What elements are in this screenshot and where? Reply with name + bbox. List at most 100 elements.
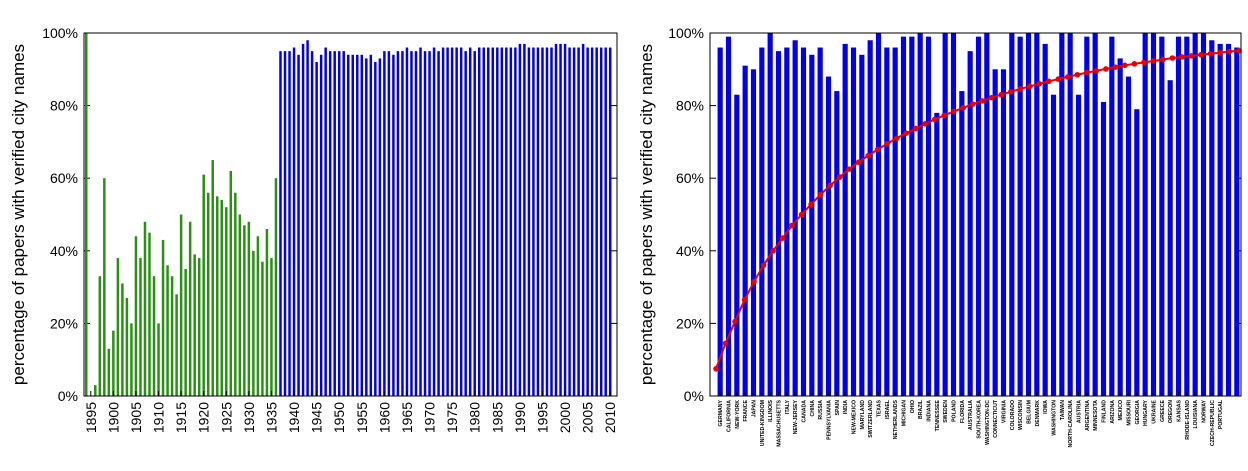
- category-label: TENNESSEE: [935, 399, 941, 431]
- bar: [265, 229, 269, 396]
- category-label: UNITED-KINGDOM: [760, 400, 766, 446]
- bar: [297, 54, 300, 396]
- category-label: KANSAS: [1177, 399, 1183, 421]
- category-label: ARGENTINA: [1085, 400, 1091, 431]
- bar: [514, 47, 517, 397]
- bar: [1167, 80, 1173, 396]
- bar: [1150, 33, 1157, 396]
- cumulative-point: [1065, 74, 1071, 80]
- bar: [166, 265, 169, 396]
- category-label: INDIANA: [927, 400, 933, 422]
- bar: [405, 47, 409, 397]
- bar: [581, 43, 585, 396]
- bar: [107, 348, 111, 396]
- cumulative-point: [1007, 89, 1014, 95]
- category-label: UKRAINE: [1152, 399, 1158, 423]
- cumulative-point: [969, 101, 976, 107]
- bar: [536, 47, 540, 397]
- bar: [884, 47, 890, 397]
- cumulative-point: [922, 120, 928, 127]
- bar: [792, 40, 798, 396]
- cumulative-point: [836, 174, 843, 180]
- bar: [842, 43, 848, 396]
- bar: [1025, 33, 1032, 396]
- x-tick-label: 1950: [331, 402, 347, 433]
- cumulative-point: [998, 91, 1005, 98]
- bar: [775, 51, 782, 397]
- cumulative-point: [1122, 62, 1128, 69]
- bar: [450, 47, 454, 397]
- bar: [717, 47, 723, 397]
- cumulative-point: [931, 116, 938, 123]
- bar: [378, 58, 382, 396]
- category-label: JAPAN: [752, 400, 758, 417]
- category-label: AUSTRIA: [1077, 400, 1083, 423]
- x-tick-label: 1900: [105, 402, 121, 433]
- bar: [283, 51, 287, 397]
- bar: [505, 47, 508, 397]
- bar: [337, 51, 341, 397]
- bar: [441, 47, 445, 397]
- bar: [1092, 33, 1098, 396]
- bar: [346, 54, 350, 396]
- bar: [306, 40, 309, 396]
- category-label: FLORIDA: [960, 400, 966, 423]
- category-label: AUSTRALIA: [968, 400, 974, 430]
- bar: [202, 174, 205, 396]
- category-label: MARYLAND: [860, 400, 866, 430]
- category-label: CZECH-REPUBLIC: [1210, 400, 1216, 446]
- y-tick-label: 0%: [58, 388, 78, 404]
- y-tick-label: 60%: [50, 170, 78, 186]
- cumulative-point: [1131, 61, 1138, 67]
- bar: [850, 47, 857, 397]
- x-tick-label: 1960: [376, 402, 392, 433]
- bar: [875, 33, 882, 396]
- x-tick-label: 1995: [534, 402, 550, 433]
- x-tick-label: 1895: [83, 402, 99, 433]
- bar: [809, 54, 815, 396]
- category-label: CHINA: [810, 400, 816, 417]
- bar: [532, 47, 535, 397]
- x-tick-label: 1980: [467, 402, 483, 433]
- x-tick-label: 1985: [489, 402, 505, 433]
- category-label: RHODE-ISLAND: [1185, 400, 1191, 440]
- bar: [900, 36, 907, 396]
- bar: [459, 47, 463, 397]
- cumulative-point: [732, 318, 738, 325]
- bar: [577, 47, 580, 397]
- bar: [909, 36, 915, 396]
- category-label: PORTUGAL: [1218, 399, 1224, 429]
- bar: [288, 51, 291, 397]
- category-label: COLORADO: [1010, 400, 1016, 430]
- category-label: WASHINGTON-DC: [985, 400, 991, 445]
- bar: [759, 47, 765, 397]
- cumulative-point: [1055, 76, 1062, 82]
- bar: [356, 54, 359, 396]
- chart-right-svg: 0% 20% 40% 60% 80% 100% percentage of papers w…: [637, 25, 1242, 448]
- cumulative-point: [1160, 56, 1166, 63]
- bar: [464, 51, 467, 397]
- bar: [211, 160, 214, 396]
- cumulative-point: [979, 98, 986, 104]
- chart-papers-by-location: 0% 20% 40% 60% 80% 100% percentage of papers w…: [624, 0, 1248, 466]
- bar: [152, 276, 156, 396]
- category-label: NEW-MEXICO: [852, 400, 858, 434]
- bar: [184, 268, 187, 396]
- x-tick-label: 1915: [173, 402, 189, 433]
- category-label: GERMANY: [718, 399, 724, 426]
- cumulative-point: [1103, 66, 1109, 72]
- bar: [725, 36, 732, 396]
- cumulative-point: [1093, 67, 1100, 74]
- x-tick-label: 1925: [218, 402, 234, 433]
- category-label: LOUISIANA: [1193, 400, 1199, 429]
- bar: [369, 54, 373, 396]
- bar: [238, 214, 242, 396]
- category-label: POLAND: [952, 400, 958, 422]
- category-label: MASSACHUSETTS: [777, 399, 783, 446]
- bar: [487, 47, 490, 397]
- category-label: DENMARK: [1035, 400, 1041, 427]
- x-tick-label: 1910: [151, 402, 167, 433]
- x-tick-label: 1905: [128, 402, 144, 433]
- x-tick-label: 1970: [422, 402, 438, 433]
- bar: [270, 258, 273, 396]
